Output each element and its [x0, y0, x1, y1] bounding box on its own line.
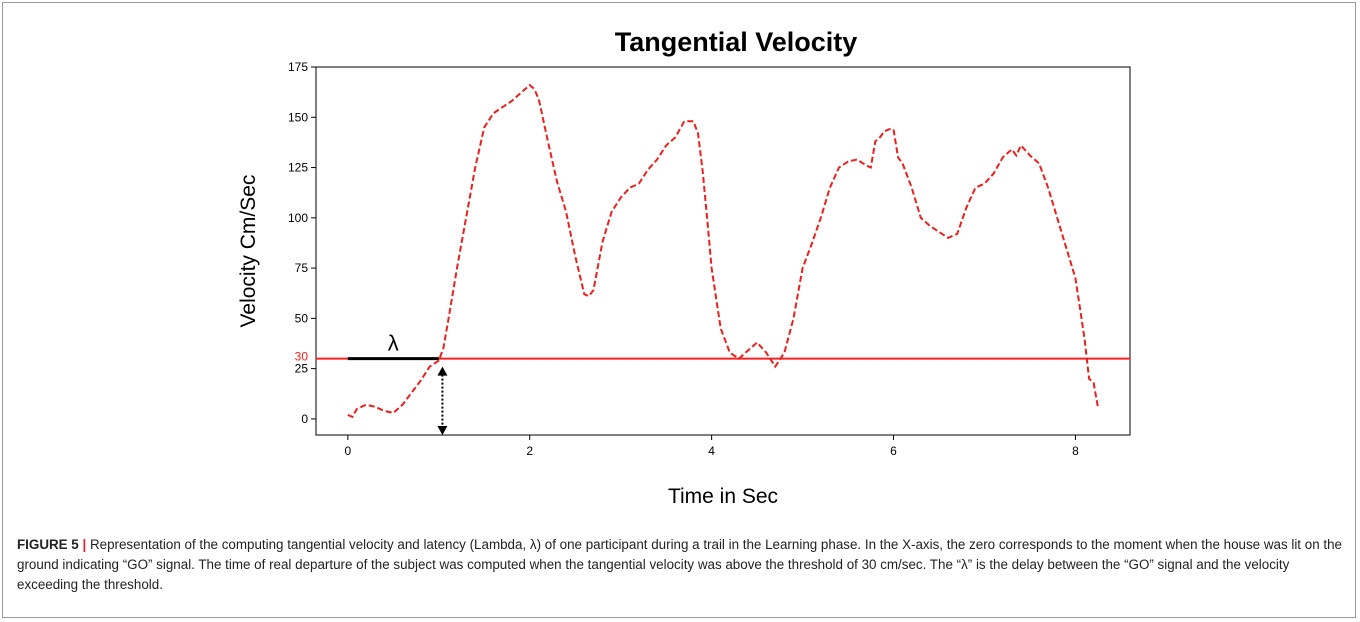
figure-separator: |	[78, 537, 90, 552]
x-tick-label: 2	[526, 444, 533, 458]
velocity-chart: Tangential Velocity 0255075100125150175 …	[237, 27, 1131, 508]
x-axis-ticks: 0 2 4 6 8	[344, 435, 1079, 458]
latency-arrow-head-bottom	[437, 426, 448, 435]
figure-caption: FIGURE 5 | Representation of the computi…	[17, 535, 1347, 595]
y-axis-label: Velocity Cm/Sec	[237, 175, 260, 328]
lambda-label: λ	[388, 331, 399, 356]
y-tick-label: 0	[301, 412, 308, 426]
latency-arrow-head-top	[437, 366, 448, 376]
x-tick-label: 0	[344, 444, 351, 458]
y-tick-label: 175	[288, 60, 308, 74]
y-tick-label: 50	[295, 311, 309, 325]
threshold-label: 30	[295, 350, 309, 364]
x-tick-label: 6	[890, 444, 897, 458]
y-tick-label: 25	[295, 362, 309, 376]
y-tick-label: 150	[288, 110, 308, 124]
y-tick-label: 125	[288, 161, 308, 175]
y-tick-label: 75	[295, 261, 309, 275]
velocity-series-line	[347, 83, 1100, 419]
y-tick-label: 100	[288, 211, 308, 225]
x-axis-label: Time in Sec	[668, 485, 778, 508]
y-axis-ticks: 0 25 50 75 100 125 150 175	[288, 60, 316, 426]
chart-title: Tangential Velocity	[615, 27, 858, 57]
figure-label: FIGURE 5	[17, 537, 79, 552]
figure-caption-text: Representation of the computing tangenti…	[17, 537, 1342, 592]
x-tick-label: 8	[1072, 444, 1079, 458]
plot-area	[315, 66, 1131, 436]
x-tick-label: 4	[708, 444, 715, 458]
